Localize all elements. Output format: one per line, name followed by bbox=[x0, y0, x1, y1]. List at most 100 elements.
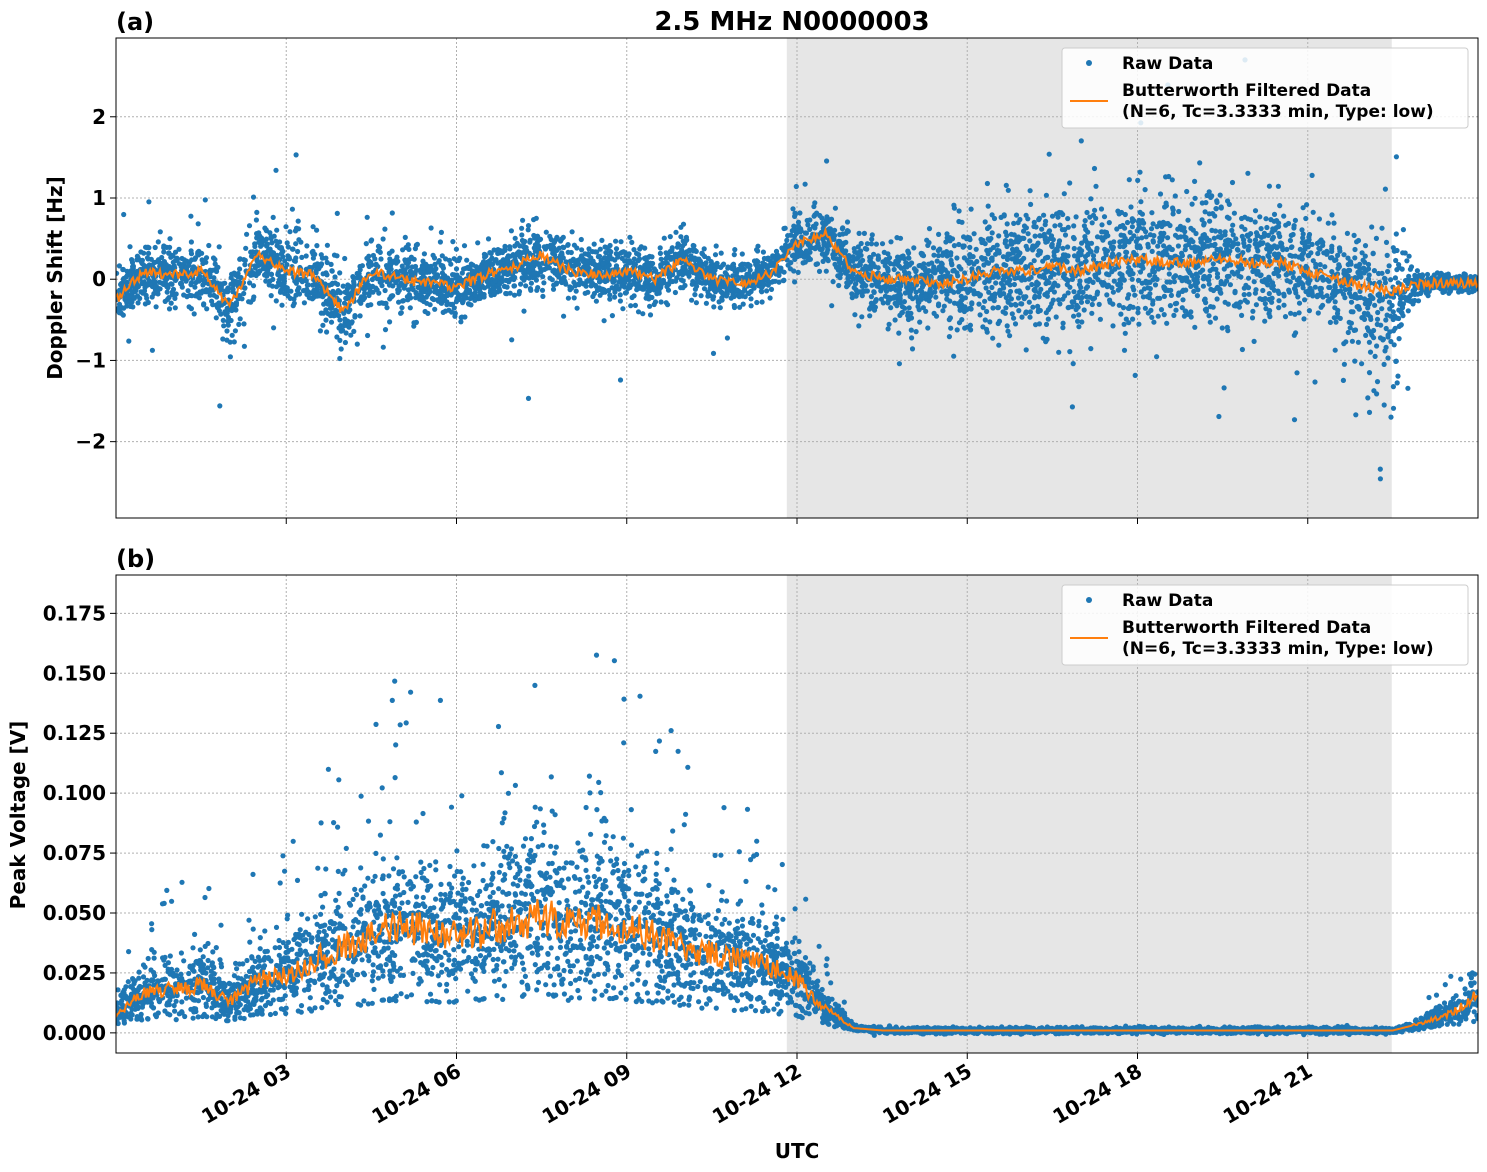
raw-point bbox=[250, 249, 256, 255]
raw-point bbox=[1139, 235, 1145, 241]
raw-point bbox=[363, 241, 369, 247]
raw-point bbox=[1056, 238, 1063, 244]
raw-point bbox=[626, 282, 632, 288]
raw-point bbox=[764, 288, 770, 294]
raw-point bbox=[1051, 253, 1057, 259]
raw-point bbox=[1337, 288, 1344, 294]
raw-point bbox=[343, 330, 349, 336]
raw-point bbox=[594, 249, 600, 255]
raw-point bbox=[607, 242, 613, 249]
raw-point bbox=[126, 271, 132, 277]
raw-point bbox=[949, 262, 955, 268]
raw-point bbox=[1161, 221, 1167, 227]
raw-point bbox=[436, 259, 442, 265]
raw-point bbox=[1281, 213, 1287, 219]
raw-point bbox=[878, 296, 885, 302]
raw-point bbox=[224, 328, 230, 334]
raw-point bbox=[635, 309, 642, 315]
raw-point bbox=[1393, 358, 1399, 364]
raw-point bbox=[324, 329, 330, 335]
raw-point bbox=[273, 256, 279, 262]
raw-point bbox=[793, 183, 799, 190]
raw-point bbox=[813, 221, 819, 227]
raw-point bbox=[897, 287, 903, 293]
raw-point bbox=[1394, 267, 1400, 273]
raw-point bbox=[1280, 265, 1286, 271]
raw-point bbox=[1271, 211, 1278, 217]
raw-point bbox=[1329, 243, 1335, 249]
raw-point bbox=[369, 276, 375, 283]
raw-point bbox=[667, 278, 673, 285]
raw-point bbox=[1089, 301, 1095, 308]
raw-point bbox=[1011, 220, 1017, 226]
raw-point bbox=[323, 317, 329, 323]
raw-point bbox=[578, 236, 584, 243]
raw-point bbox=[221, 323, 227, 329]
raw-point bbox=[1107, 297, 1113, 303]
raw-point bbox=[658, 279, 664, 285]
raw-point bbox=[647, 312, 654, 318]
raw-point bbox=[908, 327, 914, 333]
raw-point bbox=[1248, 217, 1254, 223]
raw-point bbox=[1061, 255, 1067, 261]
raw-point bbox=[1000, 254, 1007, 260]
raw-point bbox=[1147, 291, 1153, 297]
raw-point bbox=[1329, 295, 1335, 301]
raw-point bbox=[328, 319, 335, 325]
raw-point bbox=[1301, 316, 1307, 322]
raw-point bbox=[401, 285, 407, 291]
raw-point bbox=[908, 315, 915, 321]
raw-point bbox=[839, 267, 845, 273]
raw-point bbox=[1143, 280, 1149, 286]
raw-point bbox=[312, 262, 318, 268]
raw-point bbox=[995, 305, 1001, 311]
raw-point bbox=[1315, 310, 1321, 316]
raw-point bbox=[166, 306, 173, 312]
raw-point bbox=[1091, 165, 1098, 172]
raw-point bbox=[1407, 266, 1413, 272]
raw-point bbox=[433, 286, 439, 293]
raw-point bbox=[672, 289, 679, 296]
raw-point bbox=[1380, 337, 1386, 343]
raw-point bbox=[1176, 208, 1182, 215]
raw-point bbox=[173, 291, 179, 297]
raw-point bbox=[1029, 281, 1035, 288]
raw-point bbox=[377, 279, 383, 285]
raw-point bbox=[594, 287, 601, 293]
raw-point bbox=[1071, 289, 1077, 295]
raw-point bbox=[1192, 324, 1198, 330]
raw-point bbox=[844, 219, 851, 225]
raw-point bbox=[935, 253, 942, 259]
raw-point bbox=[200, 282, 206, 288]
raw-point bbox=[748, 303, 754, 309]
raw-point bbox=[1185, 266, 1191, 272]
raw-point bbox=[888, 239, 894, 245]
raw-point bbox=[548, 236, 554, 243]
raw-point bbox=[1158, 230, 1164, 236]
raw-point bbox=[247, 280, 253, 286]
raw-point bbox=[282, 258, 288, 264]
raw-point bbox=[1119, 531, 1124, 536]
raw-point bbox=[690, 247, 696, 253]
raw-point bbox=[512, 243, 518, 249]
raw-point bbox=[501, 269, 507, 275]
raw-point bbox=[1073, 214, 1079, 220]
raw-point bbox=[845, 228, 851, 234]
raw-point bbox=[518, 281, 524, 287]
raw-point bbox=[1288, 310, 1294, 316]
raw-point bbox=[1197, 160, 1203, 166]
raw-point bbox=[775, 255, 781, 261]
raw-point bbox=[1035, 303, 1041, 309]
raw-point bbox=[440, 309, 446, 315]
raw-point bbox=[1003, 262, 1009, 268]
raw-point bbox=[1324, 277, 1330, 283]
raw-point bbox=[145, 250, 152, 256]
raw-point bbox=[1079, 294, 1085, 301]
raw-point bbox=[1003, 305, 1009, 311]
raw-point bbox=[1287, 237, 1293, 244]
raw-point bbox=[1290, 274, 1296, 280]
raw-point bbox=[1071, 223, 1077, 229]
raw-point bbox=[1078, 299, 1085, 305]
raw-point bbox=[320, 322, 326, 328]
raw-point bbox=[855, 244, 861, 250]
